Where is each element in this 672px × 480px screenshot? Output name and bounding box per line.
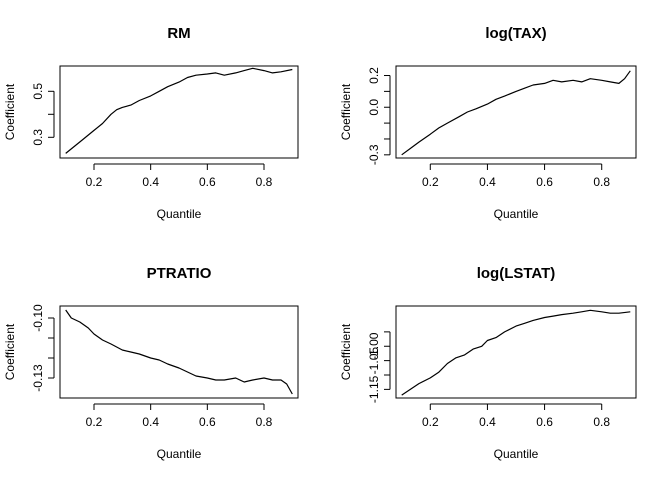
x-tick-label: 0.6	[536, 175, 553, 189]
x-tick-label: 0.8	[256, 175, 273, 189]
x-tick-label: 0.4	[479, 175, 496, 189]
x-tick-label: 0.4	[142, 175, 159, 189]
x-tick-label: 0.2	[422, 175, 439, 189]
y-tick-label: 0.2	[367, 67, 381, 84]
x-tick-label: 0.8	[256, 415, 273, 429]
y-axis-label: Coefficient	[3, 83, 17, 140]
x-axis-label: Quantile	[157, 207, 202, 221]
x-tick-label: 0.8	[593, 415, 610, 429]
coefficient-series-line	[401, 70, 631, 156]
y-axis-label: Coefficient	[339, 83, 353, 140]
x-tick-label: 0.8	[593, 175, 610, 189]
chart-title: log(TAX)	[485, 25, 546, 42]
coefficient-series-line	[65, 309, 293, 395]
x-tick-label: 0.6	[199, 415, 216, 429]
chart-title: PTRATIO	[147, 265, 212, 282]
x-tick-label: 0.4	[479, 415, 496, 429]
x-tick-label: 0.6	[199, 175, 216, 189]
plot-frame	[395, 65, 637, 159]
y-tick-label: 0.5	[31, 83, 45, 100]
plot-frame	[59, 305, 299, 399]
chart-title: log(LSTAT)	[477, 265, 556, 282]
y-tick-label: -1.15	[367, 375, 381, 403]
chart-panel-1: RM 0.2 0.4 0.6 0.8 Quantile 0.3 0.5 Coefficient	[3, 25, 299, 221]
chart-title: RM	[167, 25, 190, 42]
x-axis-label: Quantile	[157, 447, 202, 461]
y-tick-label: -0.3	[367, 144, 381, 165]
coefficient-series-line	[401, 309, 631, 396]
y-axis-label: Coefficient	[3, 323, 17, 380]
y-tick-label: 0.3	[31, 129, 45, 146]
x-tick-label: 0.4	[142, 415, 159, 429]
plot-frame	[395, 305, 637, 399]
y-axis-label: Coefficient	[339, 323, 353, 380]
y-tick-label: 0.0	[367, 99, 381, 116]
y-tick-label: -0.10	[31, 304, 45, 332]
chart-panel-4: log(LSTAT) 0.2 0.4 0.6 0.8 Quantile -1.15-1.05…	[339, 265, 637, 461]
y-tick-label: -1.05	[367, 347, 381, 375]
plot-frame	[59, 65, 299, 159]
y-tick-label: -0.13	[31, 364, 45, 392]
x-tick-label: 0.2	[86, 415, 103, 429]
x-tick-label: 0.2	[86, 175, 103, 189]
coefficient-series-line	[65, 67, 293, 154]
x-tick-label: 0.2	[422, 415, 439, 429]
x-axis-label: Quantile	[494, 447, 539, 461]
y-tick-label: -1.00	[367, 332, 381, 360]
x-tick-label: 0.6	[536, 415, 553, 429]
chart-panel-2: log(TAX) 0.2 0.4 0.6 0.8 Quantile -0.3 0.0 0.2 Co…	[339, 25, 637, 221]
chart-panel-3: PTRATIO 0.2 0.4 0.6 0.8 Quantile -0.13 -0.10 Coe…	[3, 265, 299, 461]
x-axis-label: Quantile	[494, 207, 539, 221]
